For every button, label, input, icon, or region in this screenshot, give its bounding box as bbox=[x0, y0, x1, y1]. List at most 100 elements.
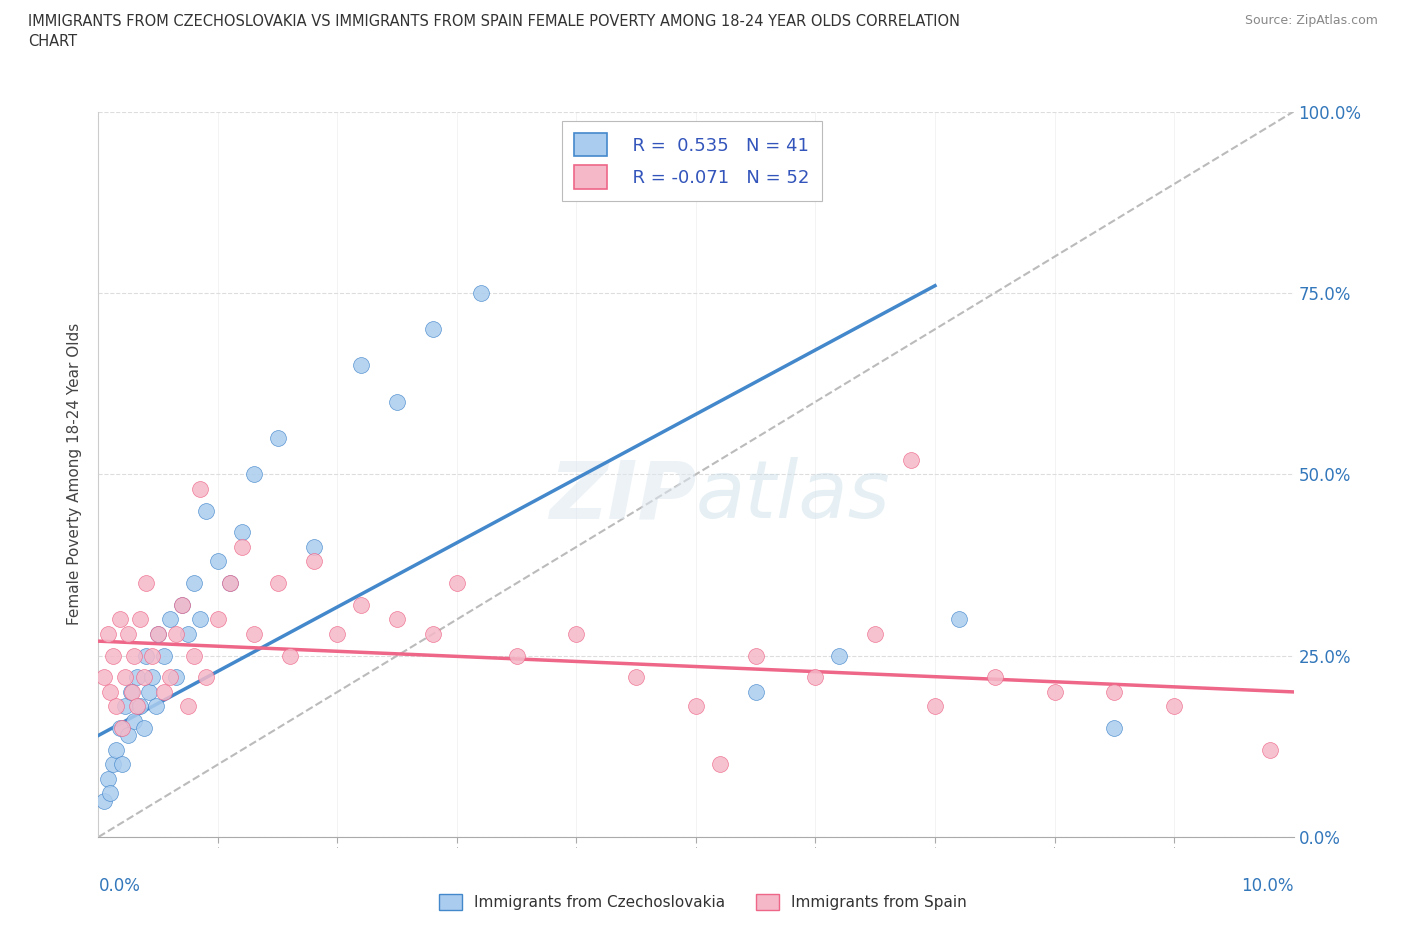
Point bbox=[172, 597, 194, 612]
Point bbox=[745, 684, 768, 699]
Point bbox=[188, 612, 211, 627]
Point bbox=[117, 627, 139, 642]
Point bbox=[129, 612, 152, 627]
Point bbox=[267, 431, 290, 445]
Point bbox=[121, 684, 143, 699]
Point bbox=[100, 786, 122, 801]
Point bbox=[97, 772, 120, 787]
Point bbox=[165, 670, 187, 684]
Point bbox=[105, 742, 128, 757]
Point bbox=[278, 648, 301, 663]
Point bbox=[188, 482, 211, 497]
Text: atlas: atlas bbox=[696, 457, 891, 535]
Point bbox=[135, 576, 157, 591]
Text: 10.0%: 10.0% bbox=[1241, 877, 1294, 895]
Point bbox=[195, 670, 218, 684]
Point bbox=[267, 576, 290, 591]
Point bbox=[111, 757, 134, 772]
Point bbox=[745, 648, 768, 663]
Point bbox=[97, 627, 120, 642]
Point bbox=[422, 627, 444, 642]
Point bbox=[117, 728, 139, 743]
Point bbox=[145, 699, 167, 714]
Point bbox=[422, 322, 444, 337]
Point bbox=[685, 699, 707, 714]
Point bbox=[446, 576, 468, 591]
Point bbox=[124, 648, 146, 663]
Point bbox=[159, 612, 181, 627]
Point bbox=[804, 670, 827, 684]
Point bbox=[350, 358, 373, 373]
Point bbox=[183, 648, 205, 663]
Legend:   R =  0.535   N = 41,   R = -0.071   N = 52: R = 0.535 N = 41, R = -0.071 N = 52 bbox=[561, 121, 823, 201]
Text: Source: ZipAtlas.com: Source: ZipAtlas.com bbox=[1244, 14, 1378, 27]
Point bbox=[626, 670, 648, 684]
Point bbox=[100, 684, 122, 699]
Point bbox=[125, 699, 148, 714]
Point bbox=[114, 670, 136, 684]
Point bbox=[148, 627, 170, 642]
Point bbox=[243, 467, 266, 482]
Point bbox=[132, 721, 155, 736]
Point bbox=[93, 793, 115, 808]
Point bbox=[243, 627, 266, 642]
Point bbox=[153, 648, 176, 663]
Point bbox=[506, 648, 529, 663]
Point bbox=[1043, 684, 1066, 699]
Point bbox=[114, 699, 136, 714]
Point bbox=[132, 670, 155, 684]
Point bbox=[165, 627, 187, 642]
Point bbox=[177, 699, 200, 714]
Point bbox=[863, 627, 887, 642]
Point bbox=[984, 670, 1007, 684]
Point bbox=[1258, 742, 1281, 757]
Point bbox=[108, 721, 131, 736]
Point bbox=[231, 525, 253, 539]
Point bbox=[231, 539, 253, 554]
Point bbox=[1102, 684, 1125, 699]
Point bbox=[828, 648, 851, 663]
Point bbox=[385, 394, 409, 409]
Text: IMMIGRANTS FROM CZECHOSLOVAKIA VS IMMIGRANTS FROM SPAIN FEMALE POVERTY AMONG 18-: IMMIGRANTS FROM CZECHOSLOVAKIA VS IMMIGR… bbox=[28, 14, 960, 48]
Point bbox=[153, 684, 176, 699]
Legend: Immigrants from Czechoslovakia, Immigrants from Spain: Immigrants from Czechoslovakia, Immigran… bbox=[432, 886, 974, 918]
Point bbox=[172, 597, 194, 612]
Point bbox=[148, 627, 170, 642]
Point bbox=[709, 757, 731, 772]
Point bbox=[1102, 721, 1125, 736]
Point bbox=[135, 648, 157, 663]
Point bbox=[159, 670, 181, 684]
Text: 0.0%: 0.0% bbox=[98, 877, 141, 895]
Point bbox=[565, 627, 588, 642]
Point bbox=[219, 576, 242, 591]
Point bbox=[183, 576, 205, 591]
Point bbox=[302, 539, 325, 554]
Point bbox=[101, 757, 124, 772]
Point bbox=[125, 670, 148, 684]
Point bbox=[105, 699, 128, 714]
Point bbox=[120, 684, 142, 699]
Point bbox=[924, 699, 946, 714]
Point bbox=[129, 699, 152, 714]
Point bbox=[302, 554, 325, 569]
Y-axis label: Female Poverty Among 18-24 Year Olds: Female Poverty Among 18-24 Year Olds bbox=[67, 324, 83, 626]
Point bbox=[470, 286, 492, 300]
Point bbox=[93, 670, 115, 684]
Point bbox=[1163, 699, 1185, 714]
Point bbox=[350, 597, 373, 612]
Point bbox=[108, 612, 131, 627]
Point bbox=[219, 576, 242, 591]
Point bbox=[326, 627, 349, 642]
Point bbox=[948, 612, 970, 627]
Point bbox=[111, 721, 134, 736]
Point bbox=[101, 648, 124, 663]
Point bbox=[385, 612, 409, 627]
Point bbox=[141, 670, 163, 684]
Point bbox=[138, 684, 160, 699]
Point bbox=[207, 554, 229, 569]
Point bbox=[141, 648, 163, 663]
Point bbox=[124, 713, 146, 728]
Point bbox=[177, 627, 200, 642]
Point bbox=[195, 503, 218, 518]
Point bbox=[900, 452, 922, 467]
